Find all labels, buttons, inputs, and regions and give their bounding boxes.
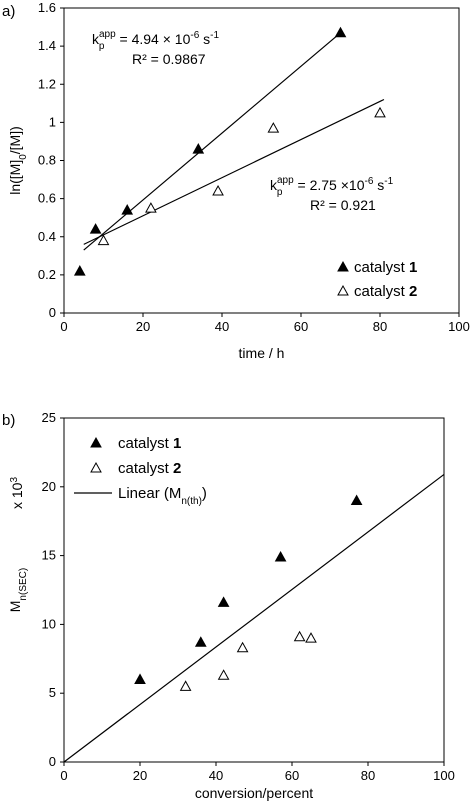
- data-point-series-1: [121, 204, 134, 215]
- x-axis-label: conversion/percent: [195, 785, 313, 801]
- data-point-series-2: [293, 630, 306, 642]
- y-tick-label: 0.2: [38, 267, 56, 282]
- chart-a: a) 0 20 40 60 80 100 0 0.2 0.4 0.6 0.8 1 1.2 1.4 1.6 tim…: [2, 0, 470, 361]
- y-axis-multiplier: x 103: [9, 477, 26, 509]
- y-tick-label: 1.4: [38, 38, 56, 53]
- chart-b: b) 0 20 40 60 80 100 0 5 10 15 20 25 conversion/perce…: [2, 410, 455, 801]
- y-tick-label: 20: [42, 479, 56, 494]
- x-tick-label: 40: [215, 319, 229, 334]
- legend-marker: [90, 436, 102, 448]
- data-point-series-2: [217, 669, 230, 680]
- x-tick-label: 60: [285, 768, 299, 783]
- x-axis-label: time / h: [239, 345, 285, 361]
- y-axis-label: ln([M]0/[M]): [7, 126, 29, 195]
- panel-label: a): [2, 3, 15, 20]
- data-point-series-2: [145, 202, 157, 213]
- data-point-series-1: [134, 673, 146, 684]
- x-tick-label: 40: [209, 768, 223, 783]
- x-tick-label: 80: [373, 319, 387, 334]
- data-point-series-2: [374, 106, 386, 118]
- x-tick-label: 100: [448, 319, 470, 334]
- legend-label: catalyst 2: [354, 283, 417, 300]
- y-tick-label: 1.6: [38, 0, 56, 15]
- y-tick-label: 1.2: [38, 76, 56, 91]
- legend-label: catalyst 2: [118, 460, 181, 477]
- y-tick-label: 0: [49, 754, 56, 769]
- r-squared-annotation: R² = 0.9867: [132, 51, 206, 67]
- y-tick-label: 0.8: [38, 153, 56, 168]
- y-tick-label: 0.4: [38, 229, 56, 244]
- panel-label: b): [2, 412, 15, 429]
- x-tick-label: 0: [60, 768, 67, 783]
- legend-marker: [337, 260, 349, 272]
- y-tick-label: 1: [49, 114, 56, 129]
- data-point-series-1: [194, 636, 207, 647]
- x-tick-label: 60: [294, 319, 308, 334]
- x-tick-label: 20: [136, 319, 150, 334]
- fit-line-series-1: [83, 32, 341, 251]
- data-point-series-2: [97, 234, 110, 246]
- data-point-series-1: [334, 26, 347, 38]
- data-point-series-1: [274, 550, 287, 562]
- data-point-series-2: [212, 184, 224, 196]
- y-tick-label: 0.6: [38, 191, 56, 206]
- data-point-series-1: [89, 223, 102, 234]
- y-tick-label: 0: [49, 305, 56, 320]
- data-point-series-2: [305, 632, 317, 643]
- r-squared-annotation: R² = 0.921: [310, 197, 376, 213]
- x-tick-label: 100: [433, 768, 455, 783]
- x-tick-label: 0: [60, 319, 67, 334]
- data-point-series-1: [350, 494, 363, 506]
- legend-marker: [337, 284, 349, 296]
- data-point-series-1: [217, 596, 230, 607]
- legend-marker: [90, 461, 102, 473]
- data-point-series-2: [236, 641, 249, 653]
- plot-frame: [63, 417, 445, 763]
- y-tick-label: 15: [42, 548, 56, 563]
- rate-constant-annotation: kapp p = 2.75 ×10-6 s-1: [270, 175, 394, 198]
- y-axis-label: Mn(SEC): [7, 568, 29, 612]
- data-point-series-1: [192, 143, 205, 154]
- data-point-series-1: [73, 265, 86, 276]
- y-tick-label: 5: [49, 685, 56, 700]
- legend-label: catalyst 1: [354, 259, 417, 276]
- x-tick-label: 80: [361, 768, 375, 783]
- y-tick-label: 25: [42, 410, 56, 425]
- data-point-series-2: [267, 122, 280, 133]
- fit-line-series-2: [83, 98, 385, 245]
- theory-line: [63, 473, 445, 763]
- legend-label: Linear (Mn(th)): [118, 485, 207, 507]
- x-tick-label: 20: [133, 768, 147, 783]
- data-point-series-2: [179, 680, 192, 691]
- legend-label: catalyst 1: [118, 435, 181, 452]
- rate-constant-annotation: kapp p = 4.94 × 10-6 s-1: [92, 29, 220, 52]
- y-tick-label: 10: [42, 616, 56, 631]
